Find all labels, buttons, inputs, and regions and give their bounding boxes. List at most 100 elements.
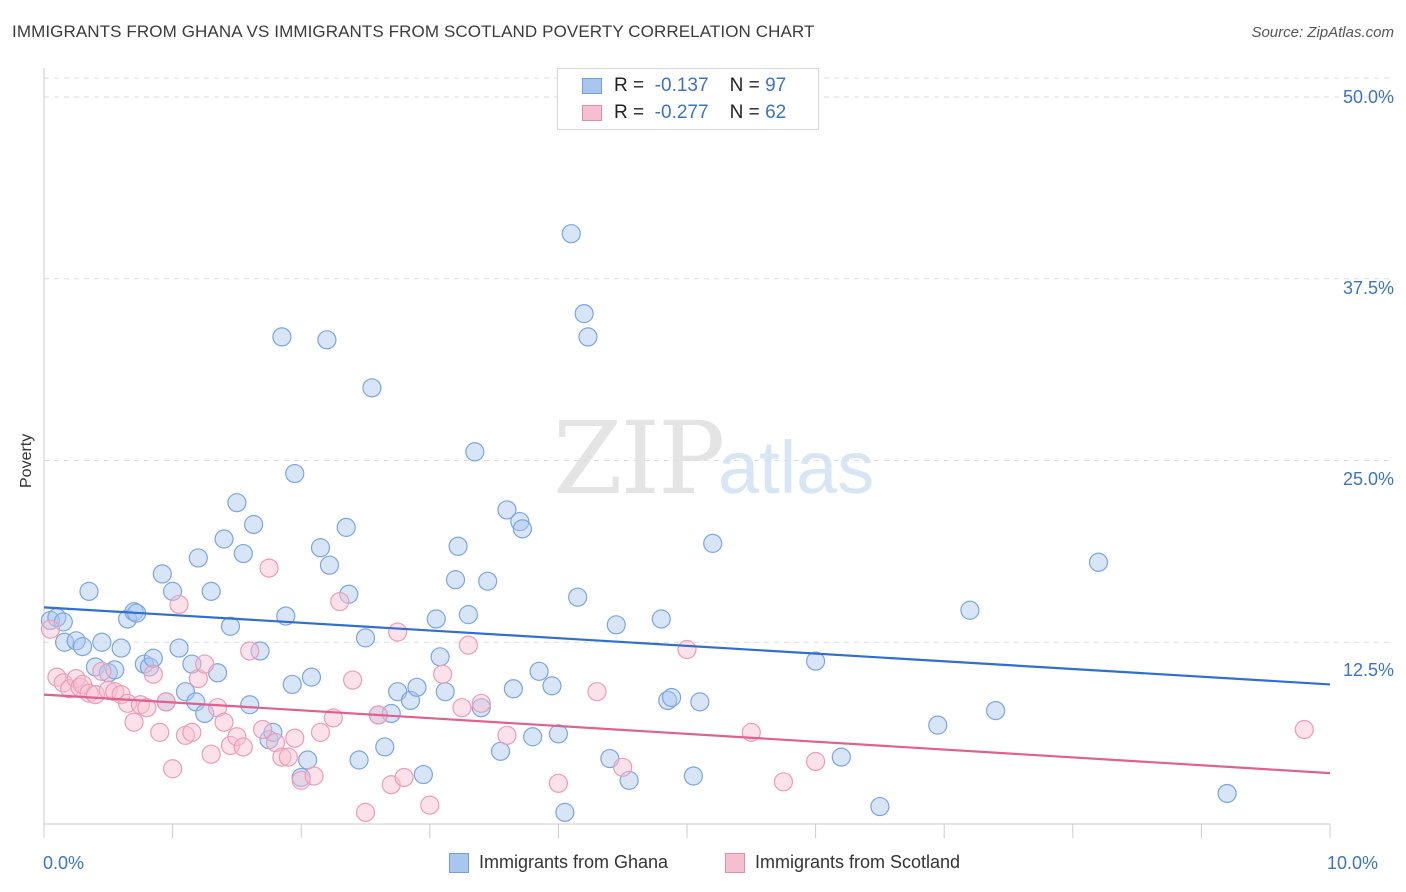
ghana-point: [478, 571, 498, 591]
scotland-point: [150, 722, 170, 742]
x-tick-label-max: 10.0%: [1327, 853, 1379, 873]
scotland-point: [433, 664, 453, 684]
scotland-swatch: [582, 105, 602, 121]
ghana-point: [355, 628, 376, 648]
n-value: 62: [765, 102, 787, 123]
scotland-point: [92, 661, 112, 681]
x-tick-label-min: 0.0%: [43, 853, 85, 873]
r-label: R =: [614, 102, 645, 123]
scotland-point: [452, 698, 472, 718]
ghana-point: [301, 667, 322, 687]
scotland-point: [304, 766, 324, 786]
scotland-trend-line: [43, 693, 1331, 775]
scotland-legend-swatch: [725, 852, 745, 873]
ghana-point: [272, 327, 292, 347]
scotland-point: [471, 693, 491, 713]
scotland-point: [355, 802, 376, 822]
scotland-point: [227, 727, 247, 747]
ghana-point: [362, 378, 382, 398]
ghana-point: [548, 724, 569, 744]
scotland-point: [388, 622, 408, 642]
scotland-point: [240, 641, 260, 661]
ghana-point: [152, 564, 172, 584]
scotland-point: [330, 591, 350, 612]
scotland-point: [195, 654, 215, 674]
scotland-point: [613, 757, 633, 777]
ghana-point: [111, 638, 131, 658]
scotland-point: [458, 635, 478, 655]
scotland-point: [587, 682, 607, 702]
scotland-point: [278, 747, 298, 767]
ghana-point: [375, 737, 395, 757]
r-label: R =: [614, 75, 645, 96]
n-value: 97: [765, 75, 787, 96]
ghana-trend-line: [43, 606, 1331, 686]
ghana-point: [555, 802, 575, 822]
scotland-point: [233, 737, 253, 757]
scotland-point: [143, 664, 163, 684]
r-value: -0.277: [654, 102, 709, 123]
chart-source: Source: ZipAtlas.com: [1251, 24, 1394, 41]
scotland-point: [272, 747, 292, 767]
legend-item-ghana: Immigrants from Ghana: [449, 852, 668, 873]
ghana-point: [227, 493, 247, 513]
n-label: N =: [729, 75, 760, 96]
ghana-point: [512, 519, 532, 539]
ghana-swatch: [582, 78, 602, 94]
scotland-point: [548, 773, 569, 793]
scotland-point: [773, 772, 794, 792]
stats-legend-row-scotland: R = -0.277 N = 62: [582, 101, 786, 125]
ghana-point: [426, 609, 446, 629]
ghana-point: [282, 674, 302, 695]
ghana-point: [703, 533, 723, 553]
ghana-point: [805, 651, 826, 671]
ghana-point: [250, 641, 270, 661]
ghana-point: [578, 327, 598, 347]
ghana-point: [465, 442, 485, 462]
y-tick-label-37-5: 37.5%: [1342, 278, 1394, 298]
scotland-point: [343, 670, 363, 690]
ghana-point: [651, 609, 671, 629]
ghana-point: [490, 741, 511, 761]
scotland-point: [420, 795, 440, 815]
scotland-point: [201, 744, 221, 764]
stats-legend: R = -0.137 N = 97 R = -0.277 N = 62: [557, 68, 819, 130]
stats-legend-row-ghana: R = -0.137 N = 97: [582, 74, 786, 98]
scotland-point: [169, 594, 189, 615]
ghana-point: [561, 224, 581, 244]
ghana-point: [1217, 783, 1237, 804]
scotland-point: [805, 751, 826, 772]
ghana-point: [220, 616, 241, 636]
ghana-point: [310, 538, 331, 558]
scotland-point: [677, 639, 697, 660]
ghana-point: [143, 648, 163, 668]
ghana-point: [435, 682, 455, 702]
ghana-point: [831, 747, 851, 767]
scotland-point: [60, 679, 80, 699]
ghana-point: [986, 700, 1006, 721]
ghana-point: [214, 529, 234, 549]
scotland-point: [163, 759, 183, 779]
ghana-point: [510, 511, 530, 532]
scotland-point: [124, 712, 144, 732]
ghana-point: [529, 661, 549, 681]
ghana-point: [188, 548, 208, 568]
ghana-point: [430, 647, 450, 667]
scotland-point: [285, 728, 305, 748]
scotland-point: [310, 722, 331, 742]
watermark-atlas: atlas: [718, 426, 875, 509]
ghana-point: [445, 570, 466, 590]
scotland-point: [1294, 719, 1314, 740]
scotland-point: [291, 770, 311, 790]
ghana-point: [690, 692, 710, 712]
ghana-point: [542, 676, 562, 696]
scotland-point: [182, 722, 202, 742]
scotland-point: [214, 712, 234, 732]
ghana-point: [1088, 552, 1109, 572]
ghana-point: [79, 581, 99, 601]
ghana-point: [92, 632, 112, 652]
ghana-point: [683, 766, 704, 786]
ghana-point: [606, 615, 626, 635]
ghana-point: [471, 698, 491, 718]
ghana-point: [201, 581, 221, 601]
